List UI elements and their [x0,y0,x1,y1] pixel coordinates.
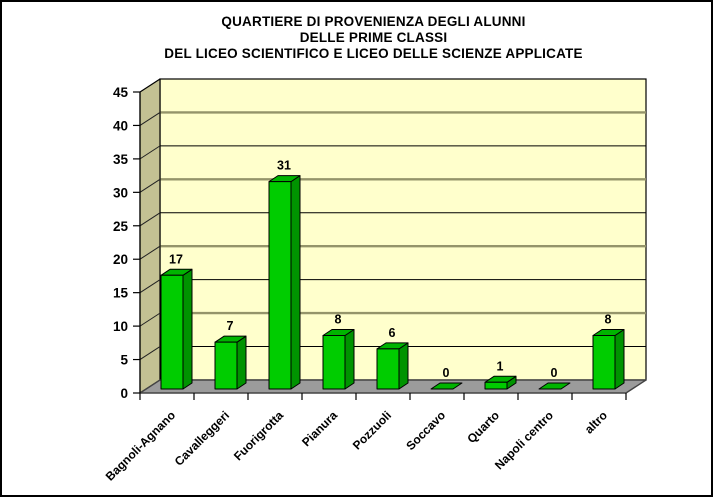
chart-title-line-1: QUARTIERE DI PROVENIENZA DEGLI ALUNNI [221,14,526,29]
category-label-2: Fuorigrotta [231,408,286,463]
bar-zero-tile [538,382,571,390]
side-wall-gridline-25 [139,212,161,227]
category-label-6: Quarto [464,408,502,446]
side-wall-gridline-20 [139,245,161,260]
side-wall-gridline-35 [139,145,161,160]
value-label-4: 6 [389,326,396,340]
bar-side-face [398,342,409,390]
category-label-3: Pianura [299,408,340,449]
side-wall-gridline-5 [139,346,161,360]
bar-side-face [236,335,247,390]
side-wall-gridline-40 [139,112,161,126]
category-label-0: Bagnoli-Agnano [103,408,178,483]
bar-front-face [322,334,346,390]
value-label-0: 17 [169,252,183,266]
value-label-5: 0 [443,366,450,380]
value-label-2: 31 [277,159,291,173]
y-axis-label-5: 5 [120,353,128,368]
bar-side-face [290,175,301,390]
value-label-7: 0 [551,366,558,380]
category-label-8: altro [582,408,610,436]
y-axis-label-40: 40 [113,118,128,133]
category-label-4: Pozzuoli [350,408,394,452]
value-label-1: 7 [227,319,234,333]
side-wall-gridline-30 [139,178,161,193]
bar-side-face [182,268,193,390]
bar-front-face [484,381,508,390]
bar-side-face [614,328,625,390]
y-axis-label-35: 35 [113,152,129,167]
value-label-8: 8 [605,312,612,326]
side-wall-gridline-15 [139,279,161,294]
bar-front-face [268,181,292,390]
chart-title-line-2: DELLE PRIME CLASSI [299,30,448,45]
y-axis-label-10: 10 [113,319,128,334]
chart-title: QUARTIERE DI PROVENIENZA DEGLI ALUNNI DE… [42,14,705,62]
back-wall [159,78,647,381]
category-label-1: Cavalleggeri [172,408,232,468]
bar-side-face [344,328,355,390]
side-wall [139,78,161,394]
y-axis-label-30: 30 [113,185,128,200]
y-axis-label-25: 25 [113,219,129,234]
bar-front-face [160,274,184,390]
y-axis-label-45: 45 [113,85,129,100]
value-label-3: 8 [335,312,342,326]
side-wall-gridline-10 [139,312,161,327]
y-axis-label-0: 0 [120,386,128,401]
chart-title-line-3: DEL LICEO SCIENTIFICO E LICEO DELLE SCIE… [164,46,583,61]
category-label-5: Soccavo [403,408,448,453]
bar-front-face [592,334,616,390]
y-axis-label-20: 20 [113,252,128,267]
value-label-6: 1 [497,359,504,373]
y-axis-label-15: 15 [113,286,129,301]
bar-zero-tile [430,382,463,390]
bar-front-face [376,348,400,390]
bar-front-face [214,341,238,390]
